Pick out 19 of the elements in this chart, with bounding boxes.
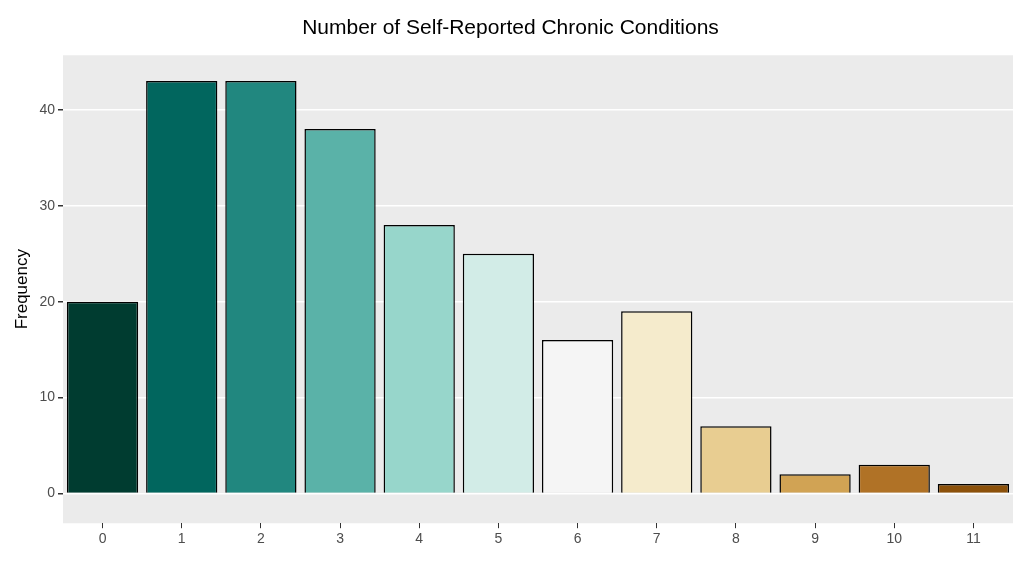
x-tick-label: 5 [494,530,503,547]
x-tick-label: 7 [652,530,661,547]
y-tick-label: 0 [47,484,56,501]
x-tick-label: 3 [336,530,345,547]
y-tick-label: 10 [39,388,56,405]
x-tick-label: 8 [732,530,741,547]
y-tick-label: 40 [39,100,56,117]
y-tick-label: 30 [39,196,56,213]
x-tick-label: 6 [573,530,582,547]
x-tick-label: 0 [98,530,107,547]
x-tick-label: 1 [177,530,186,547]
y-axis-title: Frequency [11,248,31,330]
x-tick-label: 10 [886,530,903,547]
y-tick-label: 20 [39,292,56,309]
x-tick-label: 9 [811,530,820,547]
chart-title: Number of Self-Reported Chronic Conditions [302,15,719,39]
x-tick-label: 2 [257,530,265,547]
x-tick-label: 11 [966,530,981,547]
x-tick-label: 4 [415,530,424,547]
